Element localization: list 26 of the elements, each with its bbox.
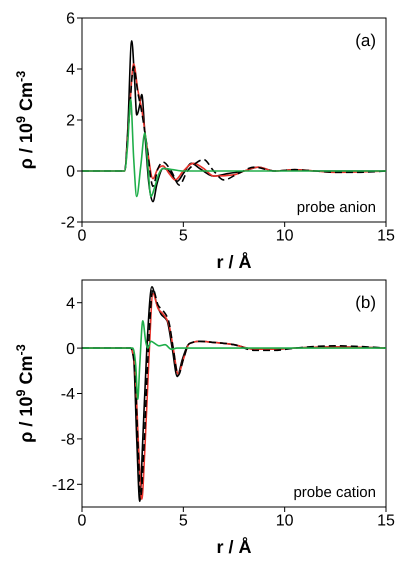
y-tick-label: 4 — [66, 62, 76, 79]
annotation: probe anion — [296, 199, 376, 216]
x-tick-label: 15 — [377, 512, 395, 530]
x-axis-title: r / Å — [216, 537, 252, 557]
y-tick-label: 4 — [66, 295, 76, 312]
y-tick-label: 0 — [66, 340, 76, 358]
y-tick-label: -12 — [52, 476, 76, 494]
x-axis-title: r / Å — [216, 252, 252, 272]
y-tick-label: 0 — [66, 164, 76, 181]
x-tick-label: 5 — [178, 512, 188, 530]
x-tick-label: 15 — [377, 227, 395, 244]
annotation: probe cation — [293, 484, 376, 501]
y-tick-label: -2 — [60, 214, 76, 232]
x-tick-label: 0 — [78, 227, 87, 244]
y-tick-label: 2 — [66, 112, 76, 130]
x-tick-label: 0 — [78, 512, 87, 530]
line-series — [82, 98, 386, 198]
x-tick-label: 10 — [276, 227, 294, 244]
x-tick-label: 5 — [178, 227, 188, 244]
annotation: (b) — [355, 293, 376, 312]
annotation: (a) — [355, 31, 376, 50]
y-tick-label: 6 — [66, 10, 76, 28]
y-tick-label: -8 — [60, 432, 76, 449]
x-tick-label: 10 — [276, 512, 294, 530]
line-series — [82, 320, 386, 400]
y-tick-label: -4 — [60, 386, 76, 404]
